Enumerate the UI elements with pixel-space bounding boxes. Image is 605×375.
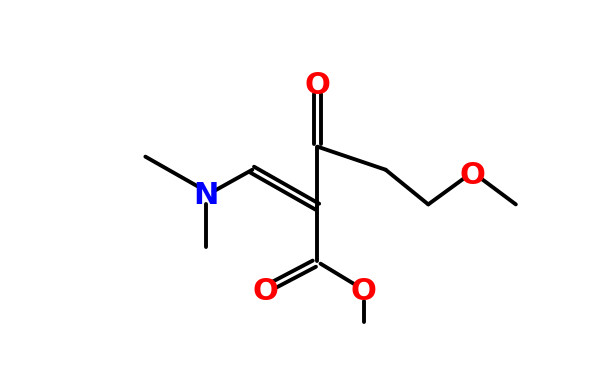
- Text: O: O: [252, 277, 278, 306]
- Text: O: O: [304, 70, 330, 99]
- Text: N: N: [193, 181, 218, 210]
- Text: O: O: [459, 161, 485, 190]
- Text: O: O: [351, 277, 377, 306]
